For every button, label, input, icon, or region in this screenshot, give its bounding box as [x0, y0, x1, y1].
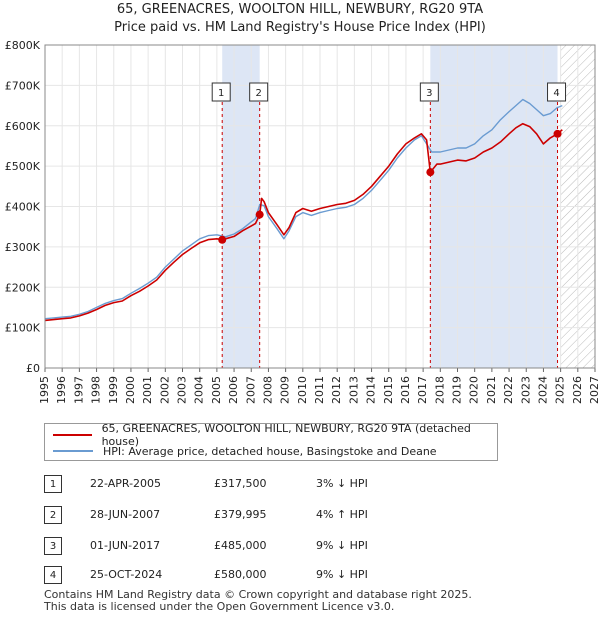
- x-tick-label: 1995: [38, 376, 51, 404]
- x-tick-label: 2007: [244, 376, 257, 404]
- x-tick-label: 2017: [416, 376, 429, 404]
- legend-swatch-hpi: [53, 450, 93, 452]
- plot-frame: [44, 44, 596, 369]
- legend-item-hpi: HPI: Average price, detached house, Basi…: [53, 443, 437, 459]
- x-tick-label: 2019: [451, 376, 464, 404]
- x-tick-label: 2003: [176, 376, 189, 404]
- sale-number-box: [547, 82, 567, 102]
- x-tick-label: 2008: [261, 376, 274, 404]
- transaction-date: 22-APR-2005: [90, 477, 162, 490]
- legend-swatch-property: [53, 434, 92, 436]
- x-tick-label: 2015: [382, 376, 395, 404]
- y-tick-label: £800K: [5, 39, 41, 52]
- x-tick-label: 2023: [519, 376, 532, 404]
- x-tick-label: 2001: [141, 376, 154, 404]
- transaction-price: £379,995: [214, 508, 267, 521]
- x-tick-label: 2010: [296, 376, 309, 404]
- sale-number-label: 3: [426, 88, 432, 99]
- x-tick-label: 2000: [124, 376, 137, 404]
- x-tick-label: 1999: [107, 376, 120, 404]
- x-tick-label: 2014: [365, 376, 378, 404]
- sale-point: [255, 210, 264, 219]
- transaction-row: 3 01-JUN-2017 £485,000 9% ↓ HPI: [44, 537, 464, 557]
- transaction-badge: 4: [44, 566, 62, 584]
- hpi-series-line: [44, 98, 563, 320]
- transaction-date: 01-JUN-2017: [90, 539, 161, 552]
- sale-point: [426, 168, 435, 177]
- sale-point: [218, 235, 227, 244]
- y-tick-label: £700K: [5, 79, 41, 92]
- transaction-price: £485,000: [214, 539, 267, 552]
- transaction-date: 28-JUN-2007: [90, 508, 161, 521]
- sale-number-label: 4: [553, 88, 559, 99]
- sale-number-box: [211, 82, 231, 102]
- x-tick-label: 2002: [158, 376, 171, 404]
- sale-number-label: 2: [255, 88, 261, 99]
- x-tick-label: 2024: [536, 376, 549, 404]
- transaction-hpi: 3% ↓ HPI: [316, 477, 368, 490]
- sale-number-box: [419, 82, 439, 102]
- x-tick-label: 2009: [279, 376, 292, 404]
- x-tick-label: 2025: [554, 376, 567, 404]
- x-tick-label: 2026: [571, 376, 584, 404]
- transaction-badge: 2: [44, 506, 62, 524]
- x-tick-label: 1998: [90, 376, 103, 404]
- y-tick-label: £600K: [5, 120, 41, 133]
- chart-subtitle: Price paid vs. HM Land Registry's House …: [114, 20, 486, 35]
- y-tick-label: £400K: [5, 201, 41, 214]
- chart-title: 65, GREENACRES, WOOLTON HILL, NEWBURY, R…: [116, 2, 484, 17]
- transaction-row: 1 22-APR-2005 £317,500 3% ↓ HPI: [44, 475, 464, 495]
- transaction-hpi: 9% ↓ HPI: [316, 568, 368, 581]
- x-tick-label: 2013: [347, 376, 360, 404]
- legend-label-hpi: HPI: Average price, detached house, Basi…: [103, 444, 437, 458]
- x-tick-label: 2006: [227, 376, 240, 404]
- y-tick-label: £500K: [5, 160, 41, 173]
- y-tick-label: £0: [26, 362, 40, 375]
- legend: 65, GREENACRES, WOOLTON HILL, NEWBURY, R…: [44, 422, 498, 461]
- legend-label-property: 65, GREENACRES, WOOLTON HILL, NEWBURY, R…: [101, 422, 471, 448]
- x-tick-label: 2005: [210, 376, 223, 404]
- x-tick-label: 2022: [502, 376, 515, 404]
- transaction-badge: 1: [44, 475, 62, 493]
- x-tick-label: 2011: [313, 376, 326, 404]
- transaction-hpi: 4% ↑ HPI: [316, 508, 368, 521]
- legend-item-property: 65, GREENACRES, WOOLTON HILL, NEWBURY, R…: [53, 422, 497, 448]
- transaction-price: £317,500: [214, 477, 267, 490]
- x-tick-label: 2018: [433, 376, 446, 404]
- transaction-badge: 3: [44, 537, 62, 555]
- price-chart: £0 £100K £200K £300K £400K £500K £600K £700K £80…: [5, 39, 600, 404]
- y-tick-label: £100K: [5, 322, 41, 335]
- property-series-line: [44, 122, 563, 322]
- x-tick-label: 2027: [588, 376, 600, 404]
- sale-point: [553, 129, 562, 138]
- x-tick-label: 2021: [485, 376, 498, 404]
- x-tick-label: 2012: [330, 376, 343, 404]
- y-tick-label: £200K: [5, 281, 41, 294]
- footer-license: This data is licensed under the Open Gov…: [44, 600, 395, 613]
- y-tick-label: £300K: [5, 241, 41, 254]
- transaction-date: 25-OCT-2024: [90, 568, 163, 581]
- transaction-hpi: 9% ↓ HPI: [316, 539, 368, 552]
- footer-copyright: Contains HM Land Registry data © Crown c…: [44, 588, 472, 601]
- transaction-price: £580,000: [214, 568, 267, 581]
- x-tick-label: 1997: [72, 376, 85, 404]
- x-tick-label: 1996: [55, 376, 68, 404]
- sale-number-box: [249, 82, 269, 102]
- x-tick-label: 2020: [468, 376, 481, 404]
- transaction-row: 4 25-OCT-2024 £580,000 9% ↓ HPI: [44, 566, 464, 586]
- sale-number-label: 1: [218, 88, 224, 99]
- x-tick-label: 2004: [193, 376, 206, 404]
- x-tick-label: 2016: [399, 376, 412, 404]
- transaction-row: 2 28-JUN-2007 £379,995 4% ↑ HPI: [44, 506, 464, 526]
